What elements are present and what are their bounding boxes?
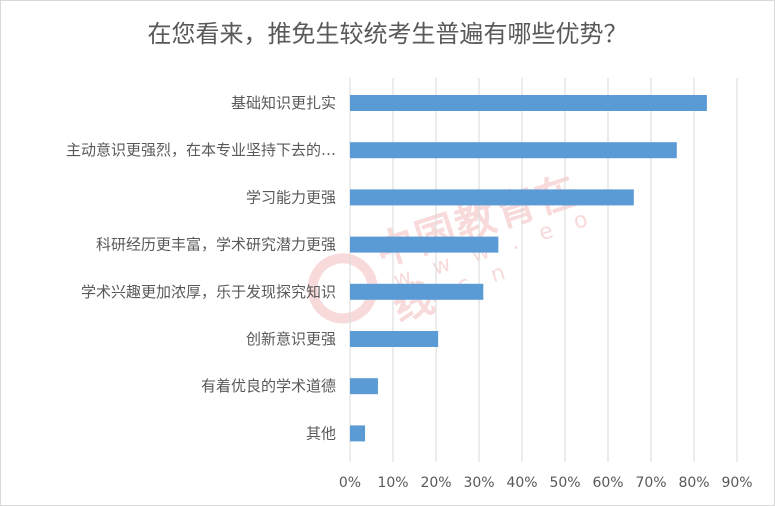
category-label: 科研经历更丰富，学术研究潜力更强	[96, 236, 336, 254]
x-tick-label: 20%	[420, 475, 451, 491]
x-tick-label: 40%	[506, 475, 537, 491]
category-label: 有着优良的学术道德	[201, 377, 336, 395]
x-tick-label: 30%	[463, 475, 494, 491]
grid-lines	[349, 78, 738, 462]
category-label: 学习能力更强	[246, 188, 336, 206]
x-tick-label: 70%	[635, 475, 666, 491]
bar	[350, 283, 484, 300]
category-label: 主动意识更强烈，在本专业坚持下去的…	[66, 141, 336, 159]
x-tick-label: 60%	[592, 475, 623, 491]
x-tick-label: 80%	[678, 475, 709, 491]
bar	[350, 378, 378, 395]
bars	[350, 95, 707, 442]
x-tick-label: 90%	[721, 475, 752, 491]
category-label: 创新意识更强	[246, 330, 336, 348]
bar	[350, 142, 677, 159]
bar	[350, 331, 439, 347]
category-label: 学术兴趣更加浓厚，乐于发现探究知识	[81, 283, 336, 301]
chart-title: 在您看来，推免生较统考生普遍有哪些优势？	[147, 20, 628, 48]
bar	[350, 189, 634, 206]
category-label: 其他	[306, 424, 336, 442]
bar	[350, 425, 366, 442]
category-label: 基础知识更扎实	[231, 94, 336, 112]
bar	[350, 95, 707, 111]
bar	[350, 236, 499, 253]
x-axis-tick-labels: 0% 10% 20% 30% 40% 50% 60% 70% 80% 90%	[339, 475, 753, 491]
x-tick-label: 10%	[377, 475, 408, 491]
x-tick-label: 0%	[339, 475, 361, 491]
x-tick-label: 50%	[549, 475, 580, 491]
